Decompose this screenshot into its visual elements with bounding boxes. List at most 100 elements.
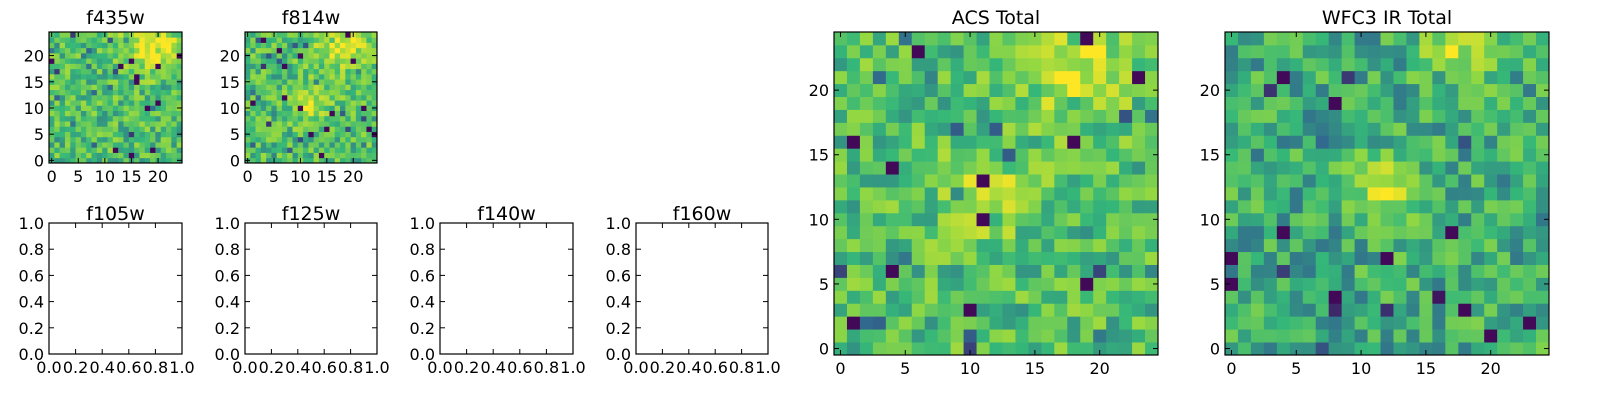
heatmap-cell (1497, 277, 1511, 291)
heatmap-cell (1119, 329, 1133, 343)
heatmap-cell (276, 157, 283, 164)
heatmap-cell (176, 147, 183, 153)
heatmap-cell (297, 142, 304, 148)
heatmap-cell (872, 212, 887, 227)
heatmap-cell (924, 32, 939, 46)
heatmap-cell (75, 152, 82, 159)
heatmap-cell (834, 96, 848, 110)
heatmap-cell (340, 52, 346, 59)
heatmap-cell (1237, 290, 1252, 304)
heatmap-cell (1054, 57, 1068, 72)
heatmap-cell (1380, 109, 1394, 123)
heatmap-cell (345, 73, 351, 80)
heatmap-cell (872, 83, 887, 97)
heatmap-cell (1145, 148, 1159, 162)
heatmap-cell (1406, 303, 1420, 317)
heatmap-cell (313, 115, 320, 122)
heatmap-cell (102, 105, 108, 111)
heatmap-cell (355, 131, 362, 138)
heatmap-cell (1380, 187, 1394, 201)
heatmap-cell (128, 121, 135, 127)
heatmap-cell (1132, 316, 1146, 330)
heatmap-cell (1432, 109, 1446, 123)
heatmap-cell (160, 126, 167, 132)
heatmap-cell (102, 110, 108, 117)
x-tick-label: 10 (95, 167, 115, 186)
heatmap-cell (313, 58, 320, 64)
heatmap-cell (989, 109, 1003, 123)
heatmap-cell (1341, 342, 1355, 356)
heatmap-cell (366, 100, 373, 106)
heatmap-cell (102, 73, 108, 80)
heatmap-cell (297, 131, 304, 138)
heatmap-cell (1054, 225, 1068, 240)
y-tick-label: 0 (34, 151, 44, 170)
heatmap-cell (297, 136, 304, 143)
heatmap-cell (329, 68, 336, 75)
heatmap-cell (308, 115, 315, 122)
heatmap-cell (371, 63, 378, 70)
heatmap-cell (1289, 161, 1304, 175)
heatmap-cell (292, 131, 299, 138)
heatmap-cell (1367, 277, 1381, 291)
heatmap-cell (1041, 135, 1055, 149)
heatmap-cell (1237, 199, 1252, 214)
heatmap-cell (155, 89, 162, 96)
heatmap-cell (155, 68, 162, 75)
heatmap-cell (324, 131, 330, 138)
x-tick-label: 0.2 (259, 358, 284, 377)
heatmap-cell (297, 52, 304, 59)
heatmap-cell (950, 238, 964, 253)
heatmap-cell (371, 121, 378, 127)
heatmap-cell (287, 68, 293, 75)
heatmap-cell (59, 115, 66, 122)
heatmap-cell (1432, 96, 1446, 110)
heatmap-cell (59, 157, 66, 164)
heatmap-cell (266, 110, 272, 117)
heatmap-cell (260, 136, 267, 143)
heatmap-cell (1106, 238, 1120, 253)
heatmap-cell (1484, 109, 1498, 123)
heatmap-cell (1028, 32, 1042, 46)
heatmap-cell (937, 44, 952, 59)
heatmap-cell (271, 105, 278, 111)
heatmap-cell (859, 57, 874, 72)
heatmap-cell (1510, 264, 1524, 278)
heatmap-cell (1523, 277, 1537, 291)
heatmap-cell (911, 342, 926, 356)
heatmap-cell (112, 126, 119, 132)
heatmap-cell (1432, 57, 1446, 72)
heatmap-cell (260, 157, 267, 164)
heatmap-cell (366, 84, 373, 91)
heatmap-cell (250, 42, 256, 49)
heatmap-cell (911, 212, 926, 227)
heatmap-cell (266, 157, 272, 164)
heatmap-cell (334, 68, 341, 75)
y-tick-label: 0 (819, 340, 829, 359)
heatmap-cell (937, 83, 952, 97)
heatmap-cell (54, 147, 61, 153)
heatmap-cell (950, 83, 964, 97)
heatmap-cell (1315, 96, 1330, 110)
heatmap-cell (859, 342, 874, 356)
heatmap-cell (155, 110, 162, 117)
heatmap-cell (255, 157, 262, 164)
heatmap-cell (885, 109, 900, 123)
heatmap-cell (1106, 303, 1120, 317)
heatmap-cell (1328, 342, 1343, 356)
x-tick-label: 0.6 (702, 358, 727, 377)
heatmap-cell (176, 37, 183, 43)
heatmap-cell (924, 251, 939, 265)
heatmap-cell (1145, 212, 1159, 227)
heatmap-cell (276, 131, 283, 138)
x-tick-label: 0 (835, 359, 845, 378)
heatmap-cell (329, 63, 336, 70)
heatmap-cell (1145, 135, 1159, 149)
heatmap-cell (1289, 83, 1304, 97)
heatmap-cell (49, 94, 55, 101)
heatmap-cell (371, 136, 378, 143)
heatmap-cell (86, 79, 92, 85)
heatmap-cell (318, 94, 325, 101)
heatmap-cell (155, 100, 162, 106)
y-tick-label: 5 (230, 125, 240, 144)
